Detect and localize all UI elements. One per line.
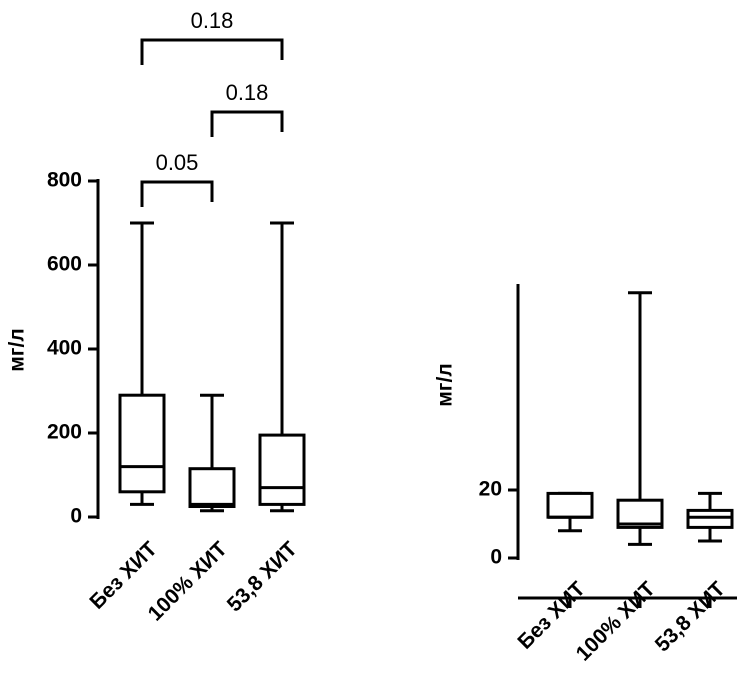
y-tick-label: 800 <box>47 169 82 192</box>
y-tick-label: 200 <box>47 421 82 444</box>
y-tick-label: 600 <box>47 253 82 276</box>
box <box>118 393 166 494</box>
y-tick-label: 400 <box>47 337 82 360</box>
box <box>546 491 594 519</box>
y-axis-label: мг/л <box>6 328 29 371</box>
significance-label: 0.05 <box>156 150 199 175</box>
y-tick-label: 0 <box>70 505 82 528</box>
y-axis-label: мг/л <box>434 363 457 406</box>
y-tick-label: 20 <box>479 478 502 501</box>
y-tick-label: 0 <box>490 546 502 569</box>
box <box>686 508 734 529</box>
x-tick-label: 53,8 ХИТ <box>651 577 730 656</box>
box <box>188 467 236 509</box>
x-tick-label: 53,8 ХИТ <box>223 537 302 616</box>
significance-bracket <box>140 38 284 65</box>
box <box>258 433 306 506</box>
significance-label: 0.18 <box>226 80 269 105</box>
significance-bracket <box>140 180 214 207</box>
significance-bracket <box>210 110 284 137</box>
significance-label: 0.18 <box>191 8 234 33</box>
